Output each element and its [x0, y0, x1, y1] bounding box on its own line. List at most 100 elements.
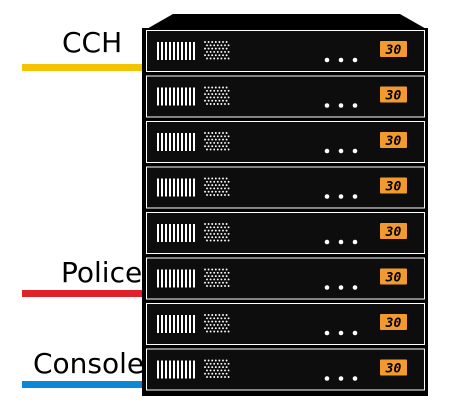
grille-dot	[220, 57, 223, 60]
grille-dot	[224, 141, 226, 144]
grille-dot	[207, 47, 210, 50]
grille-dot	[206, 44, 208, 47]
grille-dot	[220, 135, 223, 138]
status-led-icon	[324, 57, 358, 63]
grille-dot	[211, 138, 214, 141]
grille-dot	[227, 89, 230, 92]
vent-slot	[169, 315, 171, 333]
server-unit-3: 30	[146, 121, 425, 163]
vent-slot	[177, 178, 179, 197]
dot-grille-icon	[204, 314, 230, 333]
vent-slot	[185, 178, 187, 197]
grille-dot	[224, 57, 226, 60]
grille-dot	[218, 132, 221, 134]
led	[324, 57, 330, 63]
display-panel	[380, 223, 407, 239]
grille-dot	[211, 320, 214, 323]
grille-dot	[216, 271, 219, 274]
led	[324, 148, 330, 154]
led	[338, 330, 344, 336]
grille-dot	[213, 278, 216, 281]
grille-dot	[206, 194, 208, 196]
grille-dot	[206, 103, 208, 105]
vent-slot	[161, 315, 163, 333]
grille-dot	[225, 132, 228, 134]
grille-dot	[214, 177, 217, 180]
grille-dot	[218, 372, 221, 375]
grille-dot	[224, 50, 226, 53]
vent-slot	[193, 178, 195, 197]
vent-slot	[169, 360, 171, 379]
grille-dot	[222, 99, 224, 102]
grille-dot	[220, 271, 223, 274]
grille-dot	[222, 184, 224, 187]
vent-slots-icon	[157, 178, 195, 197]
grille-dot	[225, 229, 228, 232]
led	[352, 330, 358, 336]
display-value: 30	[385, 225, 402, 240]
grille-dot	[207, 93, 210, 96]
grille-dot	[209, 180, 212, 183]
grille-dot	[214, 229, 217, 232]
rack-top	[145, 14, 428, 30]
grille-dot	[207, 86, 210, 89]
grille-dot	[222, 86, 224, 89]
grille-dot	[224, 376, 226, 378]
grille-dot	[225, 41, 228, 43]
vent-slot	[161, 178, 163, 197]
grille-dot	[222, 314, 224, 316]
grille-dot	[220, 89, 223, 92]
vent-slot	[181, 269, 183, 288]
vent-slot	[193, 87, 195, 106]
grille-dot	[216, 232, 219, 235]
grille-dot	[216, 44, 219, 47]
led	[352, 103, 358, 108]
grille-dot	[225, 47, 228, 50]
grille-dot	[204, 320, 206, 323]
vent-slot	[165, 360, 167, 379]
grille-dot	[213, 187, 216, 190]
grille-dot	[209, 89, 212, 92]
grille-dot	[216, 57, 219, 60]
grille-dot	[227, 232, 230, 235]
grille-dot	[211, 281, 214, 284]
grille-dot	[225, 184, 228, 187]
grille-dot	[206, 271, 208, 274]
vent-slot	[169, 87, 171, 106]
grille-dot	[227, 330, 230, 333]
vent-slot	[181, 360, 183, 379]
grille-dot	[214, 327, 217, 330]
grille-dot	[211, 99, 214, 102]
vent-slot	[193, 269, 195, 288]
status-led-icon	[324, 239, 358, 245]
grille-dot	[220, 317, 223, 320]
vent-slot	[177, 269, 179, 288]
vent-slot	[165, 133, 167, 151]
grille-dot	[227, 50, 230, 53]
grille-dot	[227, 362, 230, 365]
grille-dot	[207, 236, 210, 239]
grille-dot	[209, 44, 212, 47]
vent-slot	[177, 315, 179, 333]
vent-slot	[181, 178, 183, 197]
server-unit-7: 30	[146, 303, 425, 345]
grille-dot	[225, 281, 228, 284]
grille-dot	[213, 226, 216, 229]
grille-dot	[216, 194, 219, 196]
grille-dot	[224, 239, 226, 242]
vent-slot	[169, 269, 171, 288]
led	[352, 376, 358, 381]
grille-dot	[224, 194, 226, 196]
grille-dot	[225, 177, 228, 180]
grille-dot	[213, 232, 216, 235]
dot-grille-icon	[204, 359, 230, 378]
led	[324, 285, 330, 290]
grille-dot	[204, 177, 206, 180]
vent-slot	[173, 178, 175, 197]
grille-dot	[213, 330, 216, 333]
grille-dot	[204, 223, 206, 225]
grille-dot	[222, 229, 224, 232]
grille-dot	[207, 145, 210, 148]
grille-dot	[209, 362, 212, 365]
vent-slots-icon	[157, 360, 195, 379]
